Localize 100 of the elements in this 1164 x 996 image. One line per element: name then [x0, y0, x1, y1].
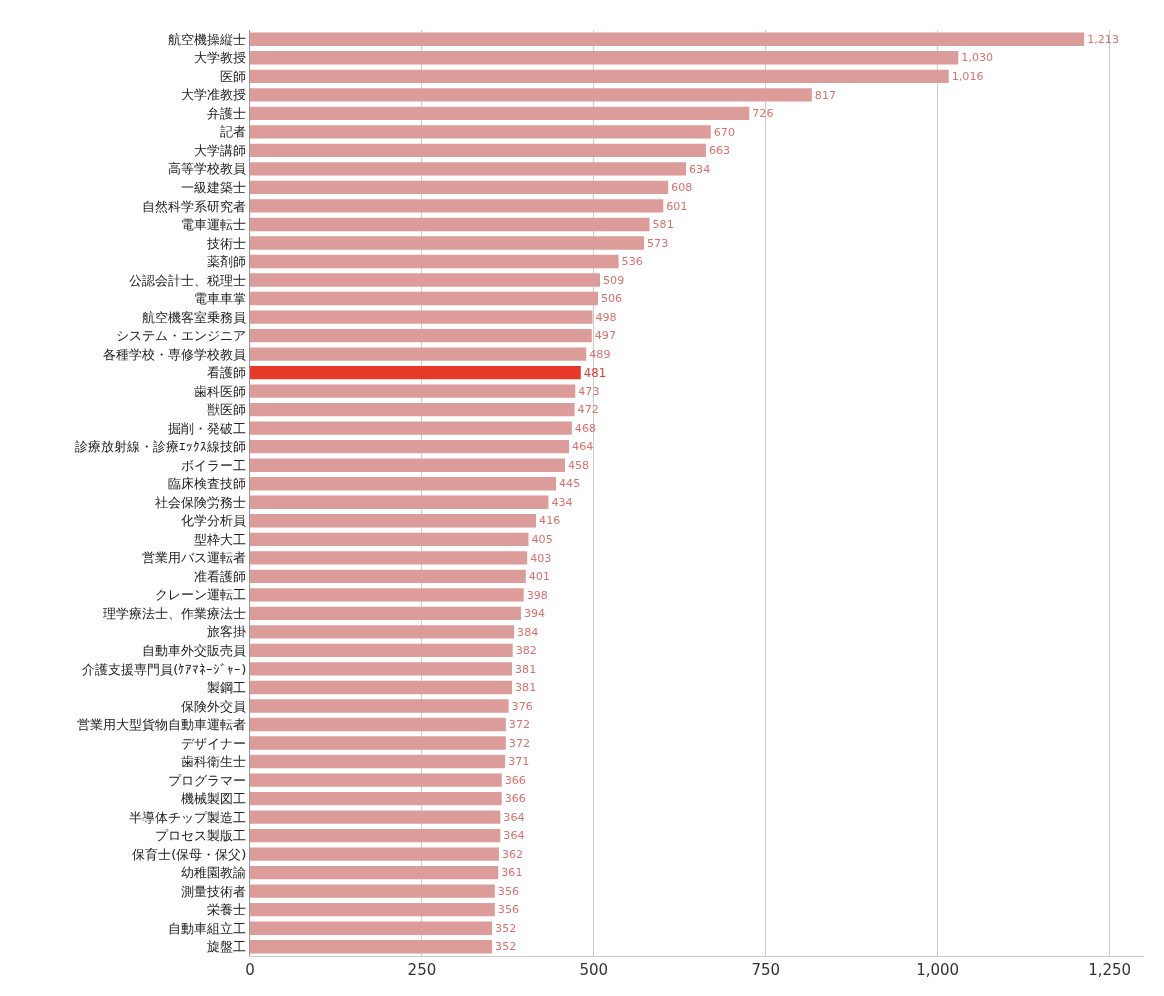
y-tick-label: 歯科衛生士 — [181, 754, 247, 770]
data-label: 663 — [708, 144, 731, 158]
y-tick-label: 営業用大型貨物自動車運転者 — [77, 717, 247, 733]
bar — [250, 273, 601, 287]
y-tick-label: 電車運転士 — [181, 217, 247, 233]
bar — [250, 717, 506, 732]
y-tick-label: 掘削・発破工 — [168, 420, 247, 436]
y-tick-label: 薬剤師 — [207, 254, 247, 270]
x-tick-label: 750 — [751, 961, 781, 979]
y-tick-label: 航空機操縦士 — [168, 31, 247, 47]
bar — [250, 680, 513, 695]
data-label: 376 — [511, 699, 533, 713]
y-tick-label: 公認会計士、税理士 — [129, 272, 247, 288]
x-tick-label: 500 — [579, 961, 609, 979]
data-label: 573 — [647, 236, 669, 250]
y-tick-label: 保険外交員 — [181, 698, 247, 714]
bar — [250, 402, 575, 417]
bar — [250, 328, 592, 343]
y-tick-label: 各種学校・専修学校教員 — [103, 346, 247, 362]
y-tick-label: 診療放射線・診療ｴｯｸｽ線技師 — [75, 439, 247, 455]
data-label: 361 — [501, 866, 523, 880]
y-tick-label: 機械製図工 — [181, 791, 247, 807]
data-label: 481 — [583, 365, 607, 380]
y-tick-label: 介護支援専門員(ｹｱﾏﾈｰｼﾞｬｰ) — [82, 661, 247, 677]
y-tick-label: クレーン運転工 — [155, 587, 247, 603]
data-label: 384 — [517, 625, 539, 639]
y-tick-label: 型枠大工 — [194, 531, 247, 547]
x-tick-label: 1,000 — [916, 961, 960, 979]
data-label: 634 — [689, 162, 711, 176]
y-tick-label: 旋盤工 — [207, 939, 247, 955]
y-tick-label: 歯科医師 — [194, 383, 247, 399]
bar — [250, 347, 587, 361]
bar — [250, 940, 493, 954]
bar — [250, 51, 959, 65]
data-label: 536 — [621, 255, 643, 269]
data-label: 372 — [508, 736, 531, 750]
bar — [250, 69, 949, 83]
data-label: 362 — [501, 847, 524, 861]
x-tick-label: 0 — [245, 961, 255, 979]
data-label: 497 — [594, 329, 616, 343]
data-label: 352 — [495, 940, 517, 954]
y-tick-label: プロセス製版工 — [155, 828, 247, 844]
data-label: 464 — [572, 440, 594, 454]
data-label: 394 — [523, 607, 546, 621]
bar — [250, 199, 664, 213]
bar — [250, 458, 565, 472]
data-label: 364 — [503, 810, 525, 824]
y-tick-label: 記者 — [220, 124, 247, 140]
bar — [250, 106, 750, 121]
data-label: 817 — [814, 88, 837, 102]
data-label: 403 — [530, 551, 552, 565]
data-label: 352 — [495, 921, 517, 935]
y-tick-label: 弁護士 — [207, 105, 247, 121]
data-label: 366 — [504, 792, 526, 806]
y-tick-label: 自然科学系研究者 — [142, 198, 247, 214]
data-label: 405 — [531, 533, 553, 547]
bar — [250, 477, 557, 491]
y-tick-label: 自動車組立工 — [168, 920, 247, 936]
y-tick-label: 大学准教授 — [181, 87, 247, 103]
y-tick-label: ボイラー工 — [181, 457, 247, 473]
bar — [250, 88, 812, 102]
bar — [250, 440, 570, 454]
x-tick-label: 1,250 — [1088, 961, 1132, 979]
data-label: 670 — [713, 125, 735, 139]
data-label: 608 — [671, 181, 693, 195]
data-label: 372 — [508, 718, 531, 732]
data-label: 381 — [515, 681, 537, 695]
data-label: 434 — [551, 495, 573, 509]
y-tick-label: システム・エンジニア — [116, 328, 247, 344]
y-tick-label: 電車車掌 — [194, 291, 247, 307]
bar — [250, 217, 650, 232]
data-label: 509 — [603, 273, 625, 287]
bar — [250, 365, 581, 380]
y-tick-label: 理学療法士、作業療法士 — [103, 605, 247, 621]
data-label: 489 — [589, 347, 611, 361]
y-tick-label: 大学講師 — [194, 142, 247, 158]
y-tick-label: 自動車外交販売員 — [142, 642, 247, 658]
bar — [250, 810, 501, 824]
y-tick-label: 技術士 — [206, 235, 247, 251]
data-label: 726 — [752, 107, 774, 121]
bar — [250, 495, 549, 509]
y-tick-label: 保育士(保母・保父) — [132, 846, 247, 862]
bar — [250, 662, 513, 676]
bar — [250, 551, 528, 565]
bar — [250, 254, 619, 269]
y-tick-label: 臨床検査技師 — [168, 476, 247, 492]
y-tick-label: 一級建築士 — [181, 179, 247, 195]
data-label: 445 — [559, 477, 581, 491]
data-label: 416 — [539, 514, 561, 528]
bar — [250, 643, 513, 658]
data-label: 356 — [497, 903, 520, 917]
bar — [250, 847, 499, 861]
data-label: 366 — [504, 773, 526, 787]
bar — [250, 773, 502, 787]
y-tick-label: 大学教授 — [194, 50, 247, 66]
y-tick-label: 旅客掛 — [207, 624, 247, 640]
bar — [250, 569, 526, 584]
data-label: 506 — [600, 292, 623, 306]
y-tick-label: 社会保険労務士 — [155, 494, 247, 510]
data-label: 398 — [526, 588, 548, 602]
